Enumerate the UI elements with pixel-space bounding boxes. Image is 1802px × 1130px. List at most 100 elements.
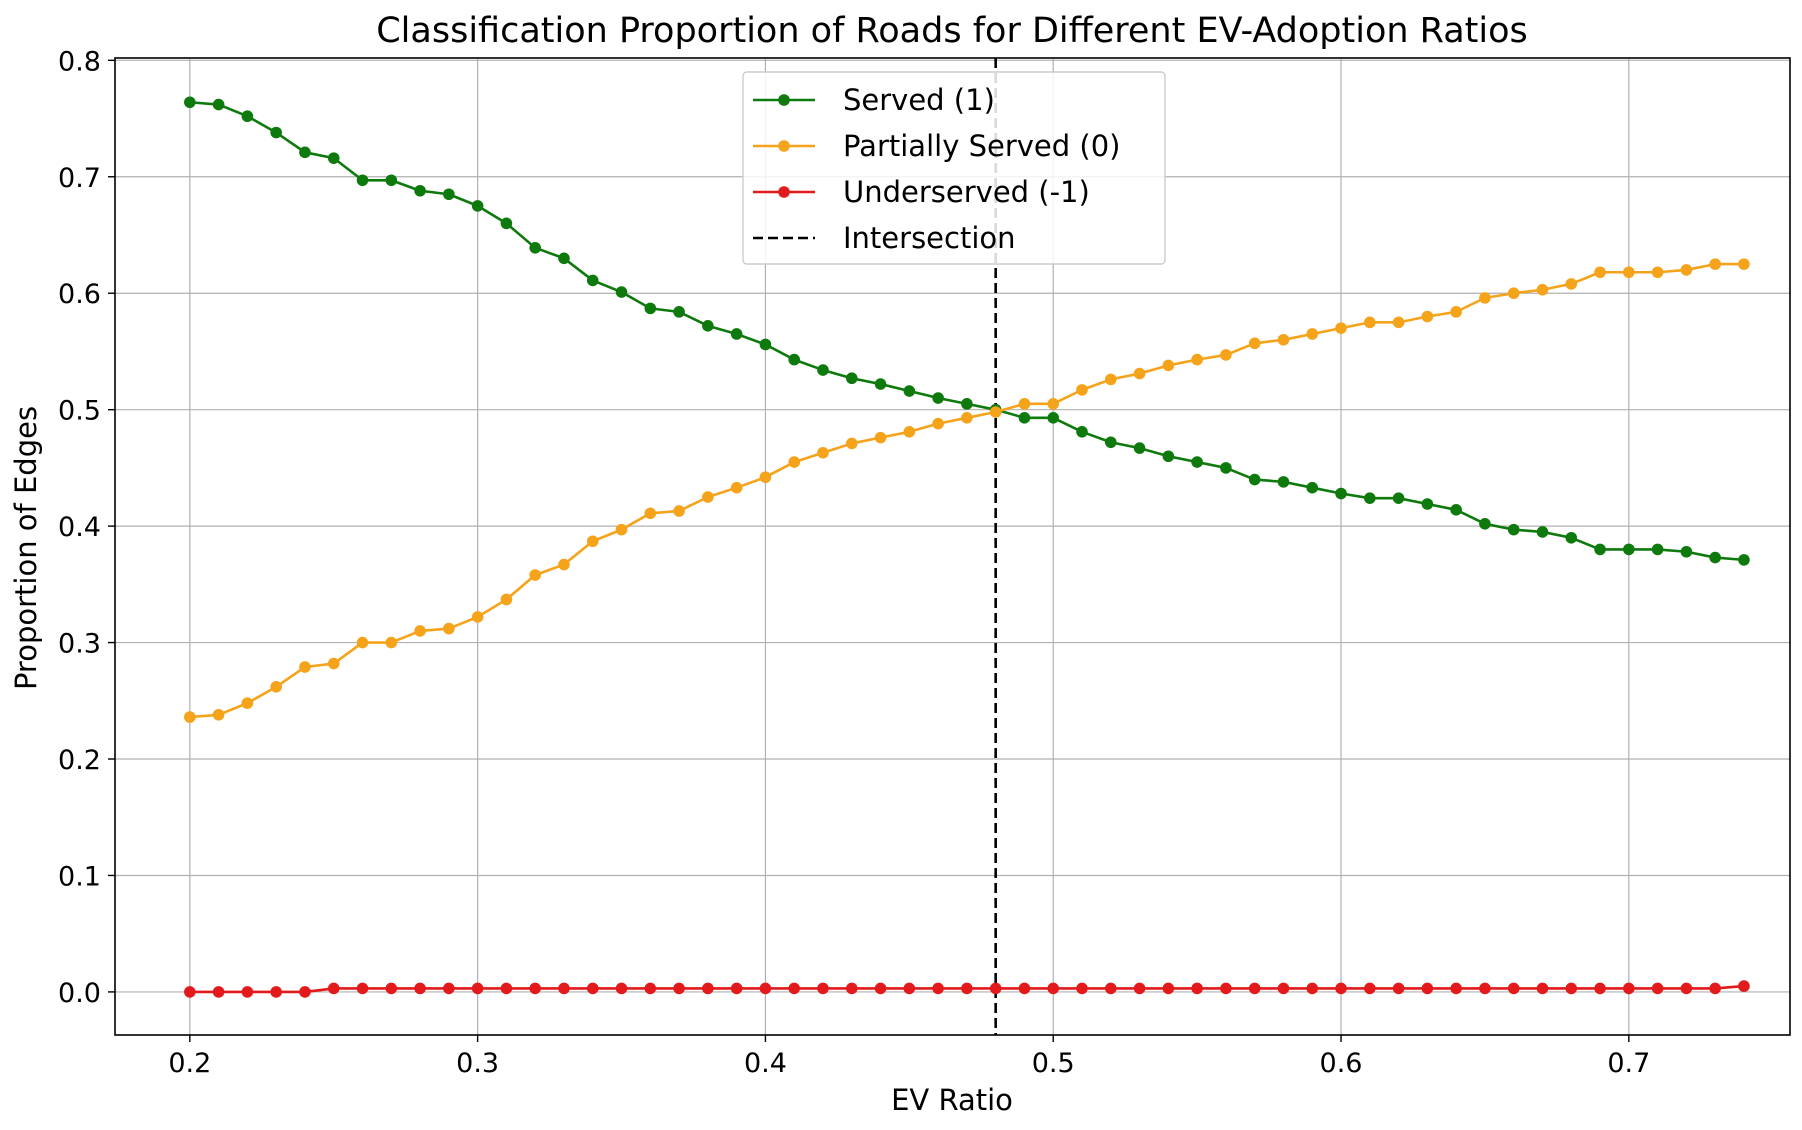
- data-point: [1220, 982, 1232, 995]
- data-point: [1536, 982, 1549, 995]
- data-point: [673, 505, 685, 517]
- data-point: [385, 174, 398, 187]
- data-point: [702, 491, 714, 503]
- y-tick-label: 0.4: [58, 512, 101, 543]
- data-point: [817, 982, 829, 995]
- data-point: [1738, 258, 1750, 270]
- data-point: [529, 982, 541, 995]
- y-tick-label: 0.2: [58, 745, 101, 776]
- data-point: [615, 286, 628, 298]
- data-point: [443, 188, 455, 201]
- data-point: [1191, 456, 1203, 468]
- series-1: [184, 258, 1750, 723]
- data-point: [1594, 543, 1606, 556]
- data-point: [443, 982, 455, 995]
- data-point: [299, 986, 311, 998]
- x-tick-label: 0.5: [1032, 1048, 1075, 1079]
- data-point: [212, 986, 225, 998]
- data-point: [184, 986, 196, 998]
- data-point: [385, 636, 398, 649]
- legend: Served (1) Partially Served (0) Underserve…: [742, 71, 1166, 265]
- data-point: [1536, 526, 1549, 538]
- data-point: [817, 446, 829, 459]
- legend-item: Intersection: [753, 221, 1016, 255]
- data-point: [1709, 982, 1721, 995]
- data-point: [270, 681, 282, 693]
- data-point: [1335, 487, 1347, 500]
- legend-item: Partially Served (0): [753, 129, 1120, 163]
- data-point: [558, 558, 570, 571]
- y-tick-label: 0.6: [58, 279, 101, 310]
- data-point: [327, 152, 340, 164]
- data-point: [270, 126, 282, 139]
- legend-marker: [778, 94, 790, 106]
- data-point: [443, 622, 455, 635]
- y-tick-label: 0.5: [58, 396, 101, 427]
- data-point: [356, 174, 369, 187]
- data-point: [1479, 982, 1491, 995]
- data-point: [1421, 498, 1434, 510]
- legend-box: [742, 71, 1166, 265]
- data-point: [1191, 982, 1203, 995]
- data-point: [356, 636, 369, 649]
- data-point: [644, 982, 657, 995]
- x-tick-label: 0.3: [456, 1048, 499, 1079]
- data-point: [471, 982, 484, 995]
- data-point: [1133, 442, 1146, 454]
- data-point: [932, 982, 944, 995]
- data-point: [1738, 554, 1750, 566]
- data-point: [1421, 982, 1434, 995]
- x-axis-label: EV Ratio: [891, 1083, 1013, 1117]
- data-point: [471, 200, 484, 212]
- data-point: [1047, 412, 1060, 424]
- data-point: [529, 569, 541, 581]
- data-point: [1450, 982, 1462, 995]
- data-point: [989, 406, 1002, 418]
- data-point: [673, 306, 685, 318]
- data-point: [1220, 349, 1232, 361]
- data-point: [1277, 476, 1290, 488]
- legend-marker: [778, 140, 790, 152]
- data-point: [1248, 473, 1261, 486]
- data-point: [1565, 531, 1578, 544]
- data-point: [1364, 492, 1376, 504]
- data-point: [1335, 982, 1347, 995]
- data-point: [558, 252, 570, 265]
- data-point: [759, 338, 772, 351]
- data-point: [1709, 551, 1721, 564]
- data-point: [586, 535, 599, 548]
- data-point: [1507, 523, 1520, 536]
- data-point: [1651, 543, 1664, 556]
- data-point: [615, 523, 628, 536]
- legend-marker: [778, 186, 790, 198]
- data-point: [817, 364, 829, 376]
- data-point: [788, 982, 801, 995]
- data-point: [1104, 373, 1117, 386]
- data-point: [845, 982, 858, 995]
- data-point: [1565, 982, 1578, 995]
- plot-area-frame: [114, 57, 1791, 1036]
- data-point: [586, 274, 599, 287]
- data-point: [558, 982, 570, 995]
- data-point: [500, 217, 513, 230]
- data-point: [615, 982, 628, 995]
- data-point: [730, 481, 743, 494]
- data-point: [1018, 982, 1031, 995]
- data-point: [1047, 982, 1060, 995]
- data-point: [932, 417, 944, 430]
- data-point: [1623, 543, 1635, 556]
- data-point: [1450, 504, 1462, 516]
- legend-label: Partially Served (0): [843, 129, 1120, 163]
- data-point: [184, 711, 196, 723]
- data-point: [730, 328, 743, 340]
- legend-label: Served (1): [843, 83, 995, 117]
- chart-title: Classification Proportion of Roads for D…: [376, 11, 1528, 51]
- data-point: [1335, 322, 1347, 334]
- data-point: [1392, 316, 1405, 329]
- data-point: [845, 437, 858, 450]
- data-point: [241, 697, 254, 709]
- data-point: [989, 982, 1002, 995]
- data-point: [1162, 359, 1175, 372]
- data-point: [1536, 283, 1549, 296]
- data-point: [414, 982, 426, 995]
